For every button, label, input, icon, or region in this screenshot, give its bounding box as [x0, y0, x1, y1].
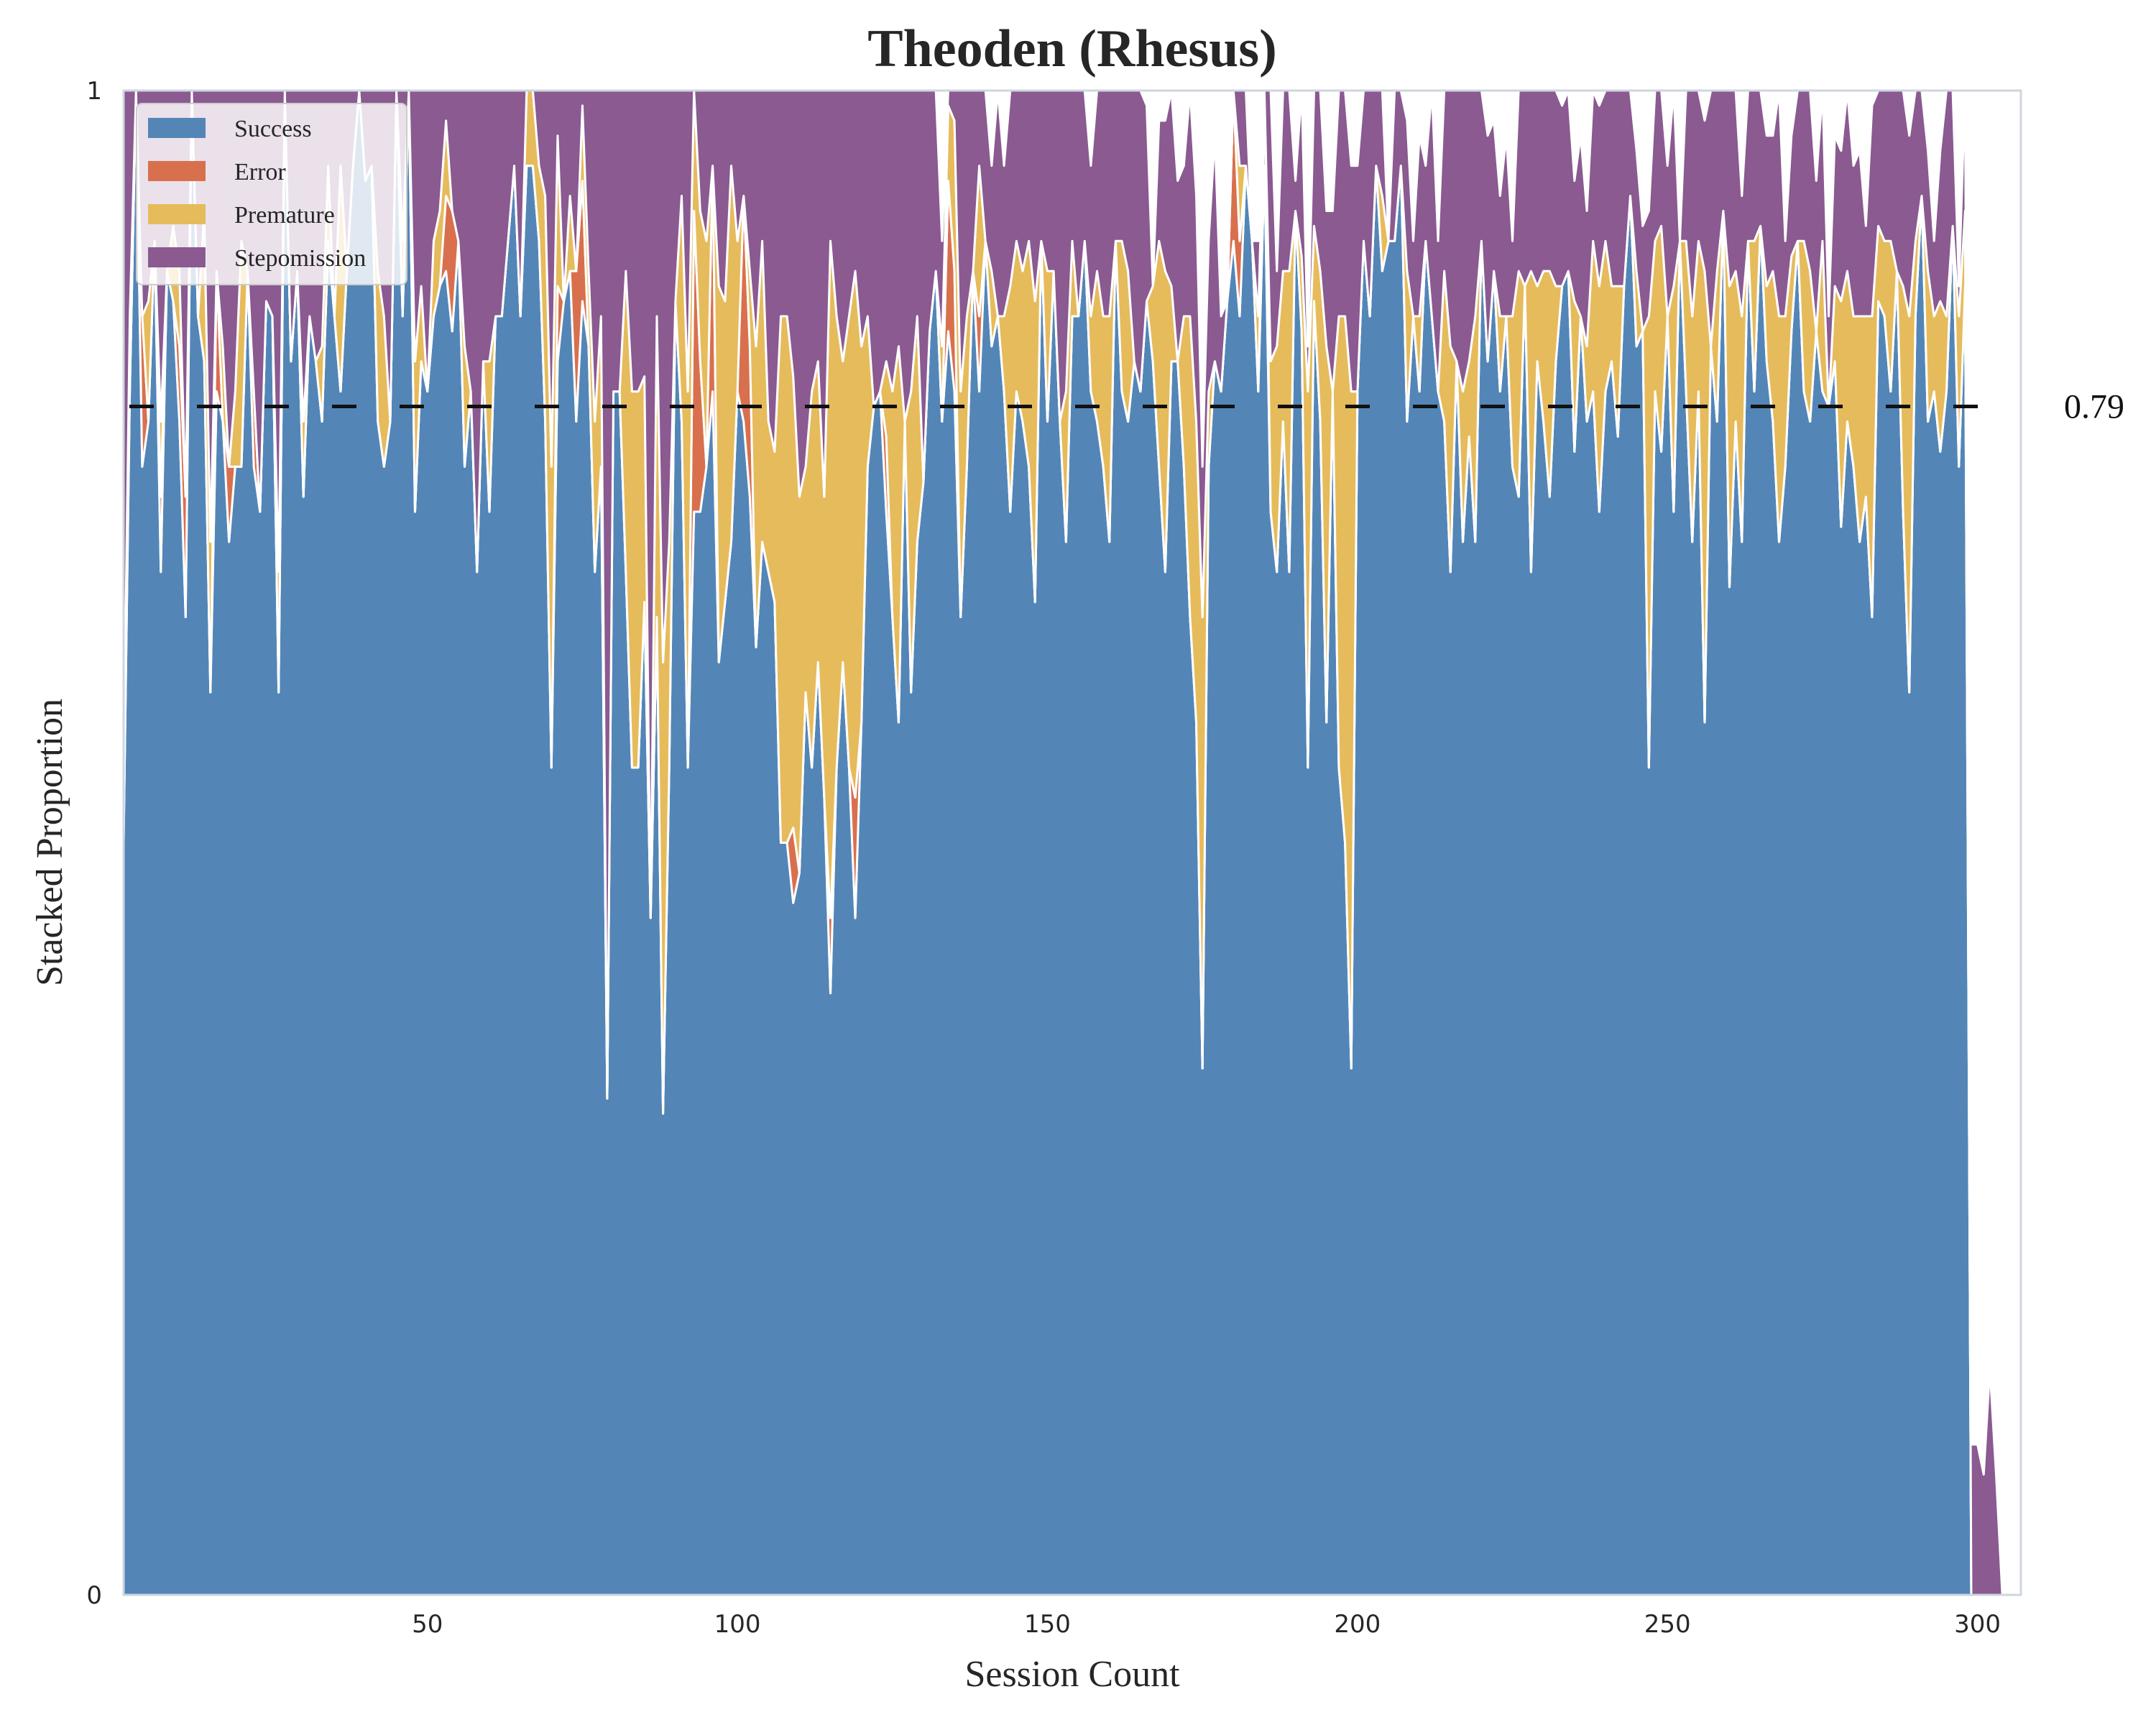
legend-label-stepomission: Stepomission — [234, 245, 366, 272]
legend-label-error: Error — [234, 159, 286, 185]
areas-layer — [124, 91, 2021, 1595]
legend-swatch-stepomission — [148, 247, 206, 267]
chart-title: Theoden (Rhesus) — [867, 19, 1277, 78]
x-tick-label: 50 — [412, 1610, 443, 1639]
y-tick-label: 0 — [86, 1581, 102, 1610]
x-tick-label: 200 — [1334, 1610, 1381, 1639]
ticks-layer: 50 100 150 200 250 300 0 1 — [86, 77, 2001, 1639]
x-tick-label: 300 — [1954, 1610, 2001, 1639]
x-tick-label: 150 — [1024, 1610, 1071, 1639]
y-axis-label: Stacked Proportion — [29, 699, 70, 986]
x-tick-label: 250 — [1644, 1610, 1691, 1639]
legend-label-success: Success — [234, 116, 312, 142]
reference-line-layer: 0.79 — [124, 388, 2124, 426]
y-tick-label: 1 — [86, 77, 102, 106]
reference-line-label: 0.79 — [2064, 388, 2124, 426]
legend: Success Error Premature Stepomission — [136, 103, 407, 285]
legend-swatch-success — [148, 118, 206, 138]
legend-label-premature: Premature — [234, 202, 335, 229]
legend-swatch-error — [148, 161, 206, 181]
legend-swatch-premature — [148, 204, 206, 224]
legend-box — [136, 103, 407, 285]
x-tick-label: 100 — [714, 1610, 761, 1639]
x-axis-label: Session Count — [964, 1654, 1180, 1695]
plot-frame — [122, 89, 2022, 1596]
